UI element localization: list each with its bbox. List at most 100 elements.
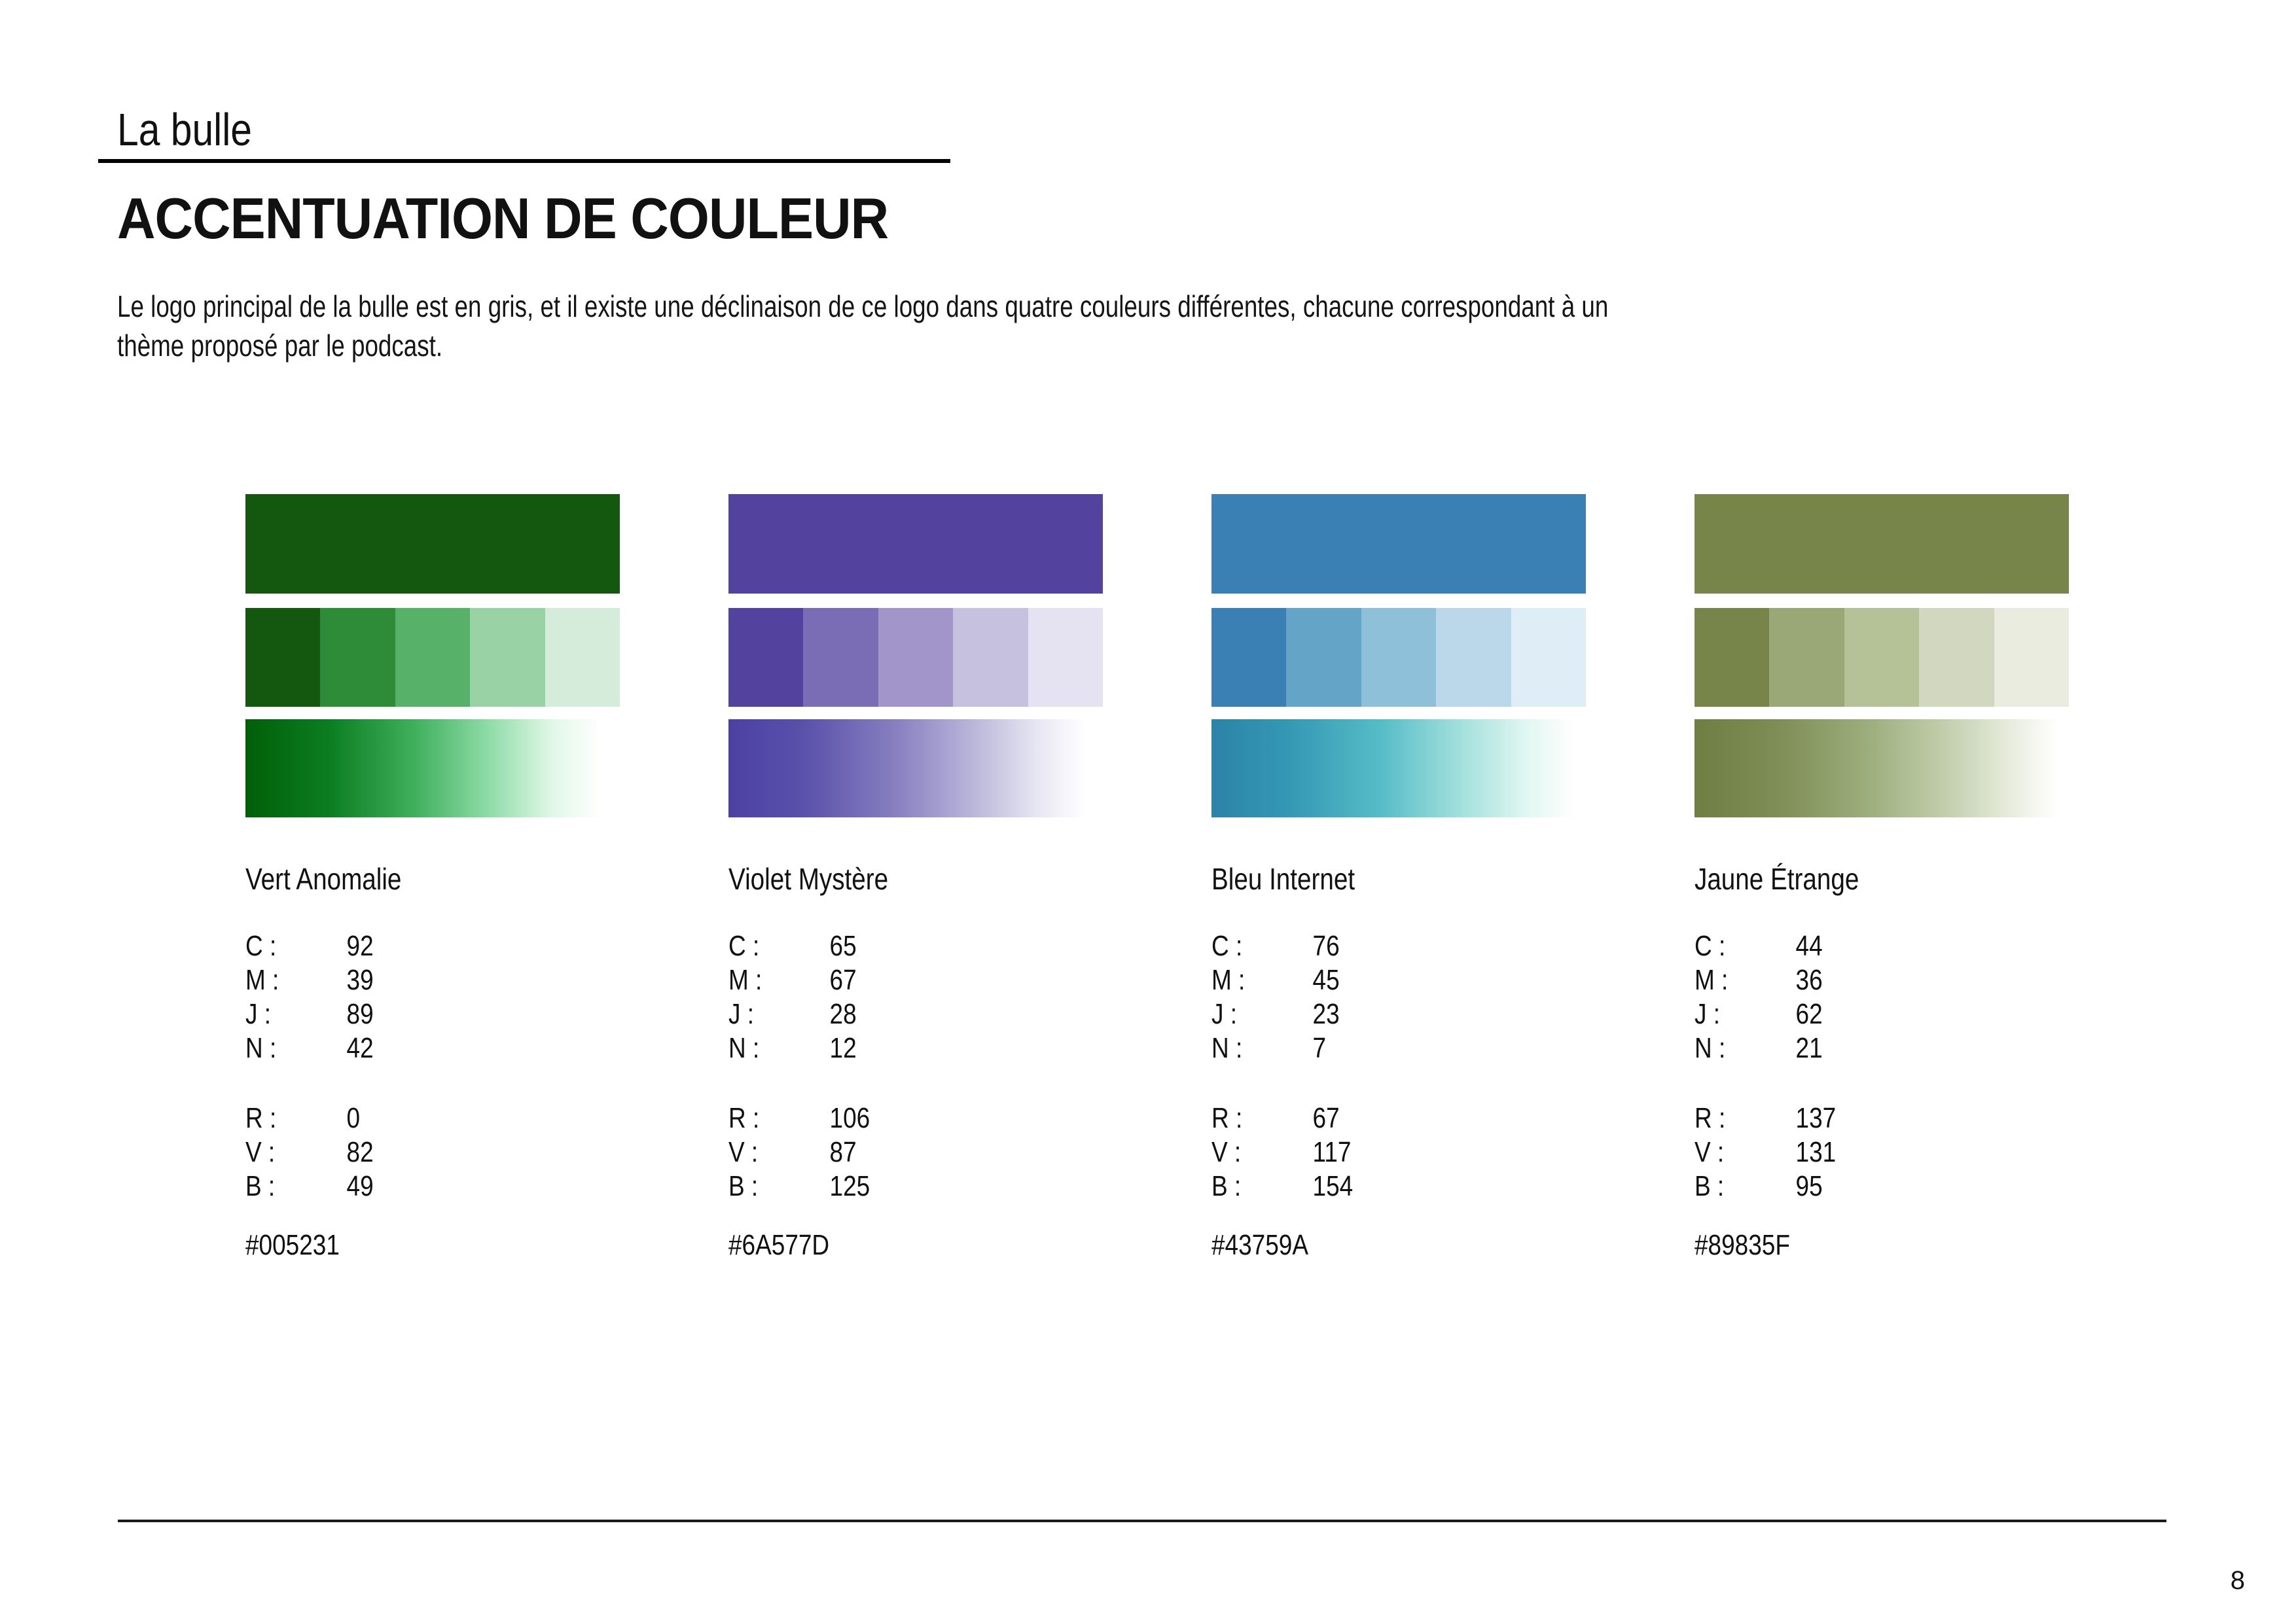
swatch-name: Jaune Étrange bbox=[1695, 862, 1859, 896]
rvb-row-v: V : 82 bbox=[245, 1135, 374, 1169]
rvb-values: R : 137 V : 131 B : 95 bbox=[1695, 1101, 1836, 1204]
rvb-value-b: 49 bbox=[346, 1170, 374, 1202]
tint-step bbox=[1844, 608, 1920, 707]
cmjn-row-m: M : 45 bbox=[1211, 963, 1340, 997]
tint-step bbox=[395, 608, 471, 707]
rvb-row-b: B : 154 bbox=[1211, 1169, 1353, 1204]
cmjn-label-c: C : bbox=[1211, 930, 1243, 962]
rvb-row-r: R : 0 bbox=[245, 1101, 374, 1135]
tint-bar bbox=[1695, 608, 2070, 707]
cmjn-value-c: 65 bbox=[829, 930, 857, 962]
rvb-row-v: V : 117 bbox=[1211, 1135, 1353, 1169]
swatch-column: Violet Mystère C : 65 M : 67 J : 28 N : 12 R… bbox=[728, 0, 1103, 1623]
tint-step bbox=[1286, 608, 1361, 707]
cmjn-value-m: 45 bbox=[1312, 964, 1340, 996]
tint-step bbox=[1361, 608, 1437, 707]
rvb-label-r: R : bbox=[728, 1102, 760, 1134]
rvb-value-r: 67 bbox=[1312, 1102, 1340, 1134]
swatch-column: Jaune Étrange C : 44 M : 36 J : 62 N : 21 R … bbox=[1695, 0, 2070, 1623]
rvb-row-r: R : 137 bbox=[1695, 1101, 1836, 1135]
cmjn-row-m: M : 36 bbox=[1695, 963, 1823, 997]
gradient-bar bbox=[728, 719, 1103, 817]
tint-step bbox=[1919, 608, 1994, 707]
tint-step bbox=[1511, 608, 1587, 707]
tint-step bbox=[878, 608, 954, 707]
cmjn-value-c: 92 bbox=[346, 930, 374, 962]
tint-bar bbox=[1211, 608, 1587, 707]
cmjn-row-c: C : 65 bbox=[728, 929, 857, 963]
solid-bar bbox=[728, 494, 1103, 594]
tint-step bbox=[953, 608, 1028, 707]
rvb-label-v: V : bbox=[1695, 1136, 1725, 1168]
cmjn-values: C : 76 M : 45 J : 23 N : 7 bbox=[1211, 929, 1340, 1065]
rvb-label-r: R : bbox=[1211, 1102, 1243, 1134]
cmjn-label-j: J : bbox=[245, 998, 272, 1030]
rvb-values: R : 0 V : 82 B : 49 bbox=[245, 1101, 374, 1204]
cmjn-label-n: N : bbox=[1695, 1032, 1726, 1064]
tint-step bbox=[1769, 608, 1844, 707]
cmjn-row-n: N : 21 bbox=[1695, 1031, 1823, 1065]
cmjn-value-n: 7 bbox=[1312, 1032, 1327, 1064]
rvb-value-r: 137 bbox=[1795, 1102, 1837, 1134]
cmjn-label-m: M : bbox=[1695, 964, 1729, 996]
swatch-column: Bleu Internet C : 76 M : 45 J : 23 N : 7 R :… bbox=[1211, 0, 1587, 1623]
rvb-row-v: V : 131 bbox=[1695, 1135, 1836, 1169]
rvb-row-r: R : 106 bbox=[728, 1101, 870, 1135]
rvb-row-v: V : 87 bbox=[728, 1135, 870, 1169]
rvb-row-b: B : 95 bbox=[1695, 1169, 1836, 1204]
rvb-label-b: B : bbox=[245, 1170, 276, 1202]
cmjn-values: C : 92 M : 39 J : 89 N : 42 bbox=[245, 929, 374, 1065]
cmjn-label-n: N : bbox=[245, 1032, 277, 1064]
rvb-row-b: B : 125 bbox=[728, 1169, 870, 1204]
cmjn-row-m: M : 67 bbox=[728, 963, 857, 997]
rvb-label-b: B : bbox=[1695, 1170, 1725, 1202]
rvb-value-b: 95 bbox=[1795, 1170, 1823, 1202]
cmjn-values: C : 65 M : 67 J : 28 N : 12 bbox=[728, 929, 857, 1065]
cmjn-row-j: J : 89 bbox=[245, 997, 374, 1031]
cmjn-row-c: C : 76 bbox=[1211, 929, 1340, 963]
rvb-label-v: V : bbox=[728, 1136, 759, 1168]
tint-bar bbox=[245, 608, 620, 707]
cmjn-value-n: 42 bbox=[346, 1032, 374, 1064]
cmjn-value-c: 44 bbox=[1795, 930, 1823, 962]
solid-bar bbox=[1695, 494, 2069, 594]
tint-step bbox=[1994, 608, 2070, 707]
tint-step bbox=[320, 608, 395, 707]
rvb-label-r: R : bbox=[245, 1102, 277, 1134]
rvb-label-r: R : bbox=[1695, 1102, 1726, 1134]
tint-step bbox=[1695, 608, 1770, 707]
footer-rule bbox=[118, 1520, 2166, 1522]
rvb-label-b: B : bbox=[728, 1170, 759, 1202]
page-title: ACCENTUATION DE COULEUR bbox=[117, 186, 889, 251]
cmjn-value-j: 28 bbox=[829, 998, 857, 1030]
intro-line-1: Le logo principal de la bulle est en gri… bbox=[117, 289, 1609, 323]
rvb-label-v: V : bbox=[1211, 1136, 1242, 1168]
tint-step bbox=[545, 608, 620, 707]
cmjn-value-m: 36 bbox=[1795, 964, 1823, 996]
swatch-name: Violet Mystère bbox=[728, 862, 889, 896]
solid-bar bbox=[1211, 494, 1586, 594]
cmjn-value-n: 21 bbox=[1795, 1032, 1823, 1064]
cmjn-value-c: 76 bbox=[1312, 930, 1340, 962]
hex-code: #43759A bbox=[1211, 1229, 1308, 1261]
cmjn-label-j: J : bbox=[728, 998, 755, 1030]
tint-bar bbox=[728, 608, 1103, 707]
cmjn-values: C : 44 M : 36 J : 62 N : 21 bbox=[1695, 929, 1823, 1065]
rvb-value-b: 154 bbox=[1312, 1170, 1354, 1202]
cmjn-label-m: M : bbox=[728, 964, 762, 996]
rvb-value-v: 131 bbox=[1795, 1136, 1837, 1168]
rvb-value-v: 82 bbox=[346, 1136, 374, 1168]
rvb-value-r: 106 bbox=[829, 1102, 870, 1134]
hex-code: #89835F bbox=[1695, 1229, 1790, 1261]
brand-label: La bulle bbox=[117, 104, 252, 155]
rvb-row-r: R : 67 bbox=[1211, 1101, 1353, 1135]
cmjn-row-j: J : 28 bbox=[728, 997, 857, 1031]
cmjn-row-j: J : 62 bbox=[1695, 997, 1823, 1031]
cmjn-label-m: M : bbox=[1211, 964, 1246, 996]
tint-step bbox=[1028, 608, 1103, 707]
rvb-value-r: 0 bbox=[346, 1102, 361, 1134]
gradient-bar bbox=[1695, 719, 2069, 817]
swatch-name: Bleu Internet bbox=[1211, 862, 1355, 896]
cmjn-label-m: M : bbox=[245, 964, 279, 996]
tint-step bbox=[1436, 608, 1511, 707]
